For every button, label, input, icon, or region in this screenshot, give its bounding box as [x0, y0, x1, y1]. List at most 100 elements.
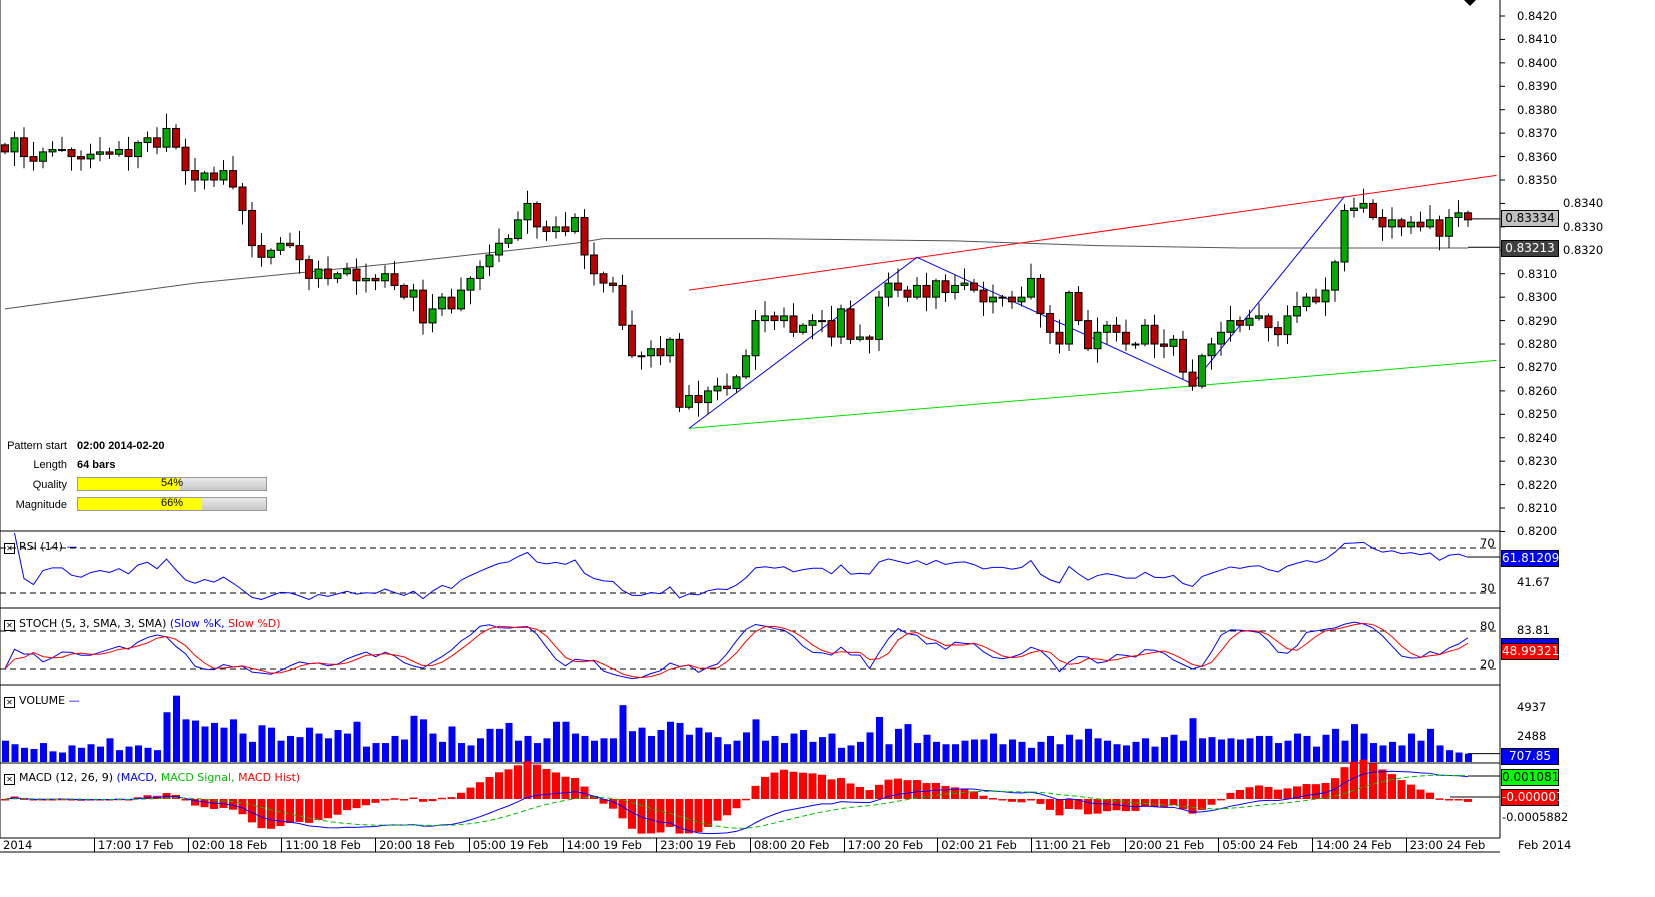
candle-body	[1283, 315, 1292, 336]
length-label: Length	[33, 459, 67, 471]
volume-bar	[562, 721, 570, 762]
price-tick-label: 0.8410	[1517, 32, 1558, 47]
candle-body	[210, 172, 218, 181]
macd-hist-bar	[1055, 799, 1064, 816]
volume-bar	[59, 752, 66, 762]
volume-bar	[78, 747, 85, 762]
macd-hist-bar	[1255, 785, 1263, 799]
stoch-d-line	[4, 622, 1469, 679]
macd-hist-bar	[1312, 784, 1320, 799]
volume-bar	[220, 727, 228, 762]
candle-body	[400, 284, 408, 298]
stoch-close-checkbox[interactable]: ✕	[4, 620, 15, 631]
candle-body	[476, 266, 484, 279]
time-axis-right-label: Feb 2014	[1518, 838, 1572, 852]
volume-bar	[154, 750, 161, 762]
macd-hist-bar	[561, 776, 570, 799]
volume-bar	[524, 735, 532, 762]
volume-bar	[771, 735, 779, 762]
volume-bar	[1427, 728, 1434, 762]
volume-bar	[496, 728, 503, 762]
volume-bar	[106, 738, 114, 762]
volume-bar	[904, 724, 912, 762]
moving-average-line	[4, 238, 1468, 310]
volume-bar	[1417, 740, 1425, 762]
volume-bar	[68, 745, 76, 762]
volume-bar	[1313, 746, 1320, 762]
candle-body	[523, 202, 532, 221]
quality-bar: 54%	[77, 477, 267, 491]
volume-bar	[790, 733, 798, 762]
candle-body	[495, 242, 503, 256]
rsi-close-checkbox[interactable]: ✕	[4, 543, 15, 554]
macd-hist-bar	[884, 779, 893, 799]
volume-bar	[258, 725, 266, 762]
volume-tick-mid: 2488	[1517, 729, 1547, 743]
volume-bar	[315, 733, 323, 762]
volume-title-text: VOLUME	[19, 694, 66, 707]
volume-close-checkbox[interactable]: ✕	[4, 697, 15, 708]
candle-body	[1036, 277, 1045, 315]
candle-body	[86, 153, 95, 160]
macd-hist-bar	[286, 799, 294, 824]
macd-title-text: MACD (12, 26, 9)	[19, 771, 114, 784]
candle-body	[951, 284, 959, 293]
candle-body	[200, 172, 209, 181]
volume-bar	[135, 745, 142, 762]
candle-body	[884, 282, 893, 298]
macd-hist-bar	[685, 799, 693, 834]
macd-hist-bar	[1065, 799, 1073, 809]
volume-bar	[923, 734, 931, 762]
candle-body	[1359, 202, 1368, 209]
candle-body	[390, 273, 399, 286]
volume-bar	[990, 733, 997, 762]
length-value: 64 bars	[77, 459, 116, 471]
macd-hist-bar	[1407, 784, 1415, 799]
macd-hist-bar	[1435, 798, 1444, 800]
candle-body	[257, 245, 266, 258]
macd-hist-bar	[466, 787, 475, 799]
volume-bar	[1123, 745, 1130, 762]
price-tick-label: 0.8310	[1517, 266, 1558, 281]
candle-body	[1312, 296, 1320, 303]
macd-hist-bar	[609, 799, 617, 809]
price-tick-label: 0.8420	[1517, 9, 1558, 23]
volume-bar	[781, 743, 788, 762]
candle-body	[162, 127, 171, 148]
macd-hist-bar	[381, 799, 389, 801]
macd-close-checkbox[interactable]: ✕	[4, 774, 15, 785]
candle-body	[1112, 324, 1121, 333]
price-tick-label: 0.8230	[1517, 454, 1558, 469]
macd-hist-bar	[1198, 799, 1206, 810]
candle-body	[1416, 221, 1425, 228]
macd-current-tag: 0.001081	[1501, 769, 1560, 786]
candle-body	[1131, 343, 1140, 346]
candle-body	[58, 149, 66, 152]
candle-body	[1055, 331, 1064, 345]
candle-body	[29, 156, 38, 162]
candle-body	[818, 320, 826, 323]
volume-bar	[857, 741, 864, 762]
candle-body	[1169, 338, 1178, 347]
macd-hist-bar	[1245, 787, 1254, 799]
volume-bar	[914, 743, 921, 762]
candle-body	[1074, 291, 1083, 322]
macd-hist-bar	[457, 792, 465, 799]
macd-hist-bar	[808, 773, 817, 799]
candle-body	[1464, 212, 1472, 221]
candle-body	[533, 202, 541, 228]
time-axis-label: 08:00 20 Feb	[749, 838, 829, 852]
macd-hist-bar	[1141, 799, 1149, 807]
candle-body	[1340, 209, 1349, 263]
candle-body	[960, 282, 969, 286]
candle-body	[1264, 315, 1273, 329]
volume-bar	[410, 715, 418, 762]
macd-hist-bar	[143, 795, 152, 799]
candle-body	[1150, 324, 1159, 345]
scroll-marker-icon	[1464, 0, 1476, 6]
candle-body	[381, 273, 389, 282]
macd-hist-bar	[865, 790, 874, 799]
macd-hist-bar	[837, 778, 845, 799]
candle-body	[1226, 320, 1235, 333]
volume-bar	[762, 740, 769, 762]
